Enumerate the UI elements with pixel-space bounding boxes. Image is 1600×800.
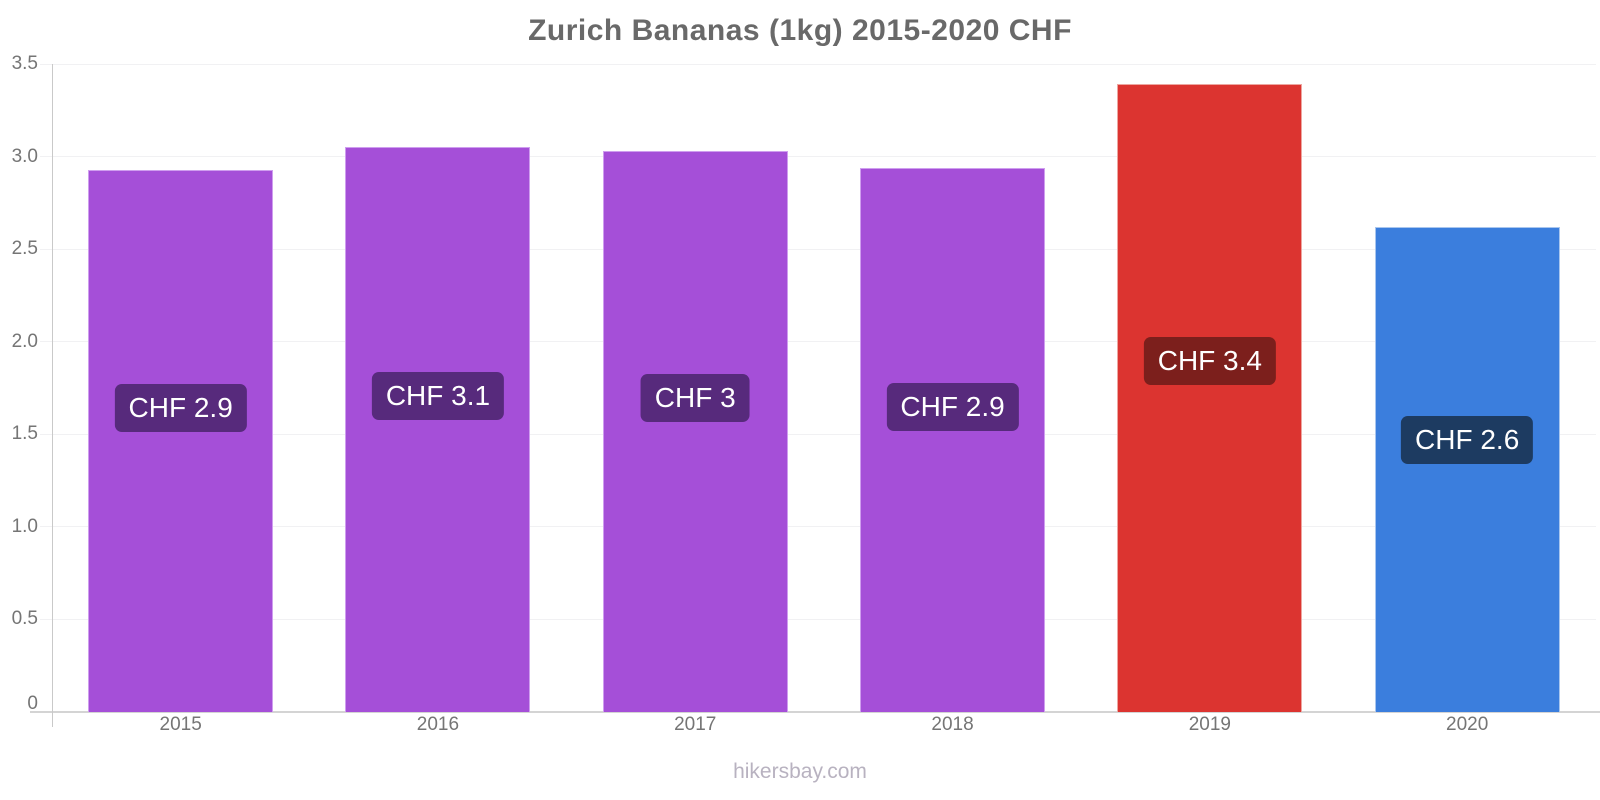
y-axis-tick-label: 2.0: [11, 330, 38, 352]
footer-watermark: hikersbay.com: [733, 760, 867, 783]
bar: [345, 147, 531, 712]
chart-title: Zurich Bananas (1kg) 2015-2020 CHF: [528, 14, 1072, 47]
gridline: [40, 341, 1596, 343]
y-axis-tick-label: 1.0: [11, 515, 38, 537]
gridline: [40, 526, 1596, 528]
bar: [88, 169, 274, 712]
x-axis-tick-label: 2019: [1188, 714, 1231, 735]
bar: [602, 151, 788, 712]
y-axis-tick-label: 0: [27, 693, 38, 714]
gridline: [40, 433, 1596, 435]
y-axis-tick-label: 3.5: [11, 53, 38, 74]
bar-value-label: CHF 3.4: [1143, 336, 1276, 385]
bar: [860, 167, 1046, 712]
bar-value-label: CHF 2.9: [114, 384, 247, 433]
x-axis-tick-label: 2018: [931, 714, 974, 735]
bar-value-label: CHF 2.6: [1401, 416, 1534, 465]
x-axis-tick-label: 2015: [159, 714, 202, 735]
y-axis-tick-label: 1.5: [11, 423, 38, 445]
bar: [1117, 84, 1303, 712]
x-axis-line: [30, 711, 1600, 713]
y-axis-tick-label: 2.5: [11, 238, 38, 260]
gridline: [40, 248, 1596, 250]
x-axis-tick-label: 2020: [1446, 714, 1489, 735]
bar-value-label: CHF 3: [640, 373, 750, 422]
gridline: [40, 156, 1596, 158]
bar: [1374, 226, 1560, 712]
y-axis-line: [52, 64, 53, 727]
bar-value-label: CHF 3.1: [371, 371, 505, 420]
y-axis-tick-label: 0.5: [11, 608, 38, 630]
gridline: [40, 63, 1596, 65]
x-axis-tick-label: 2017: [674, 714, 717, 735]
y-axis-tick-label: 3.0: [11, 145, 38, 167]
bar-value-label: CHF 2.9: [886, 383, 1019, 432]
x-axis-tick-label: 2016: [416, 714, 460, 735]
gridline: [40, 618, 1596, 620]
